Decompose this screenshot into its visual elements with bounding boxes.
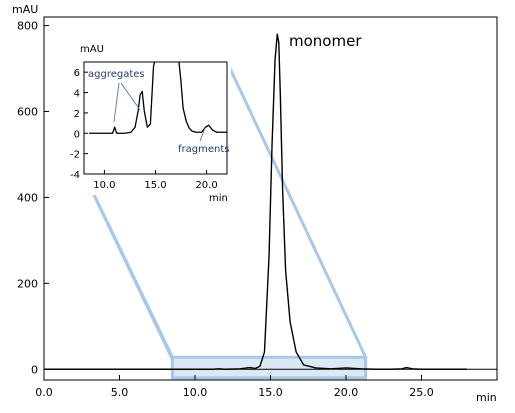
inset-y-tick-label: -2 [70,150,80,161]
zoom-layer [82,61,368,380]
y-axis-unit: mAU [12,3,38,16]
aggregates-pointer-2 [120,82,141,111]
zoom-connector-right-line [225,61,367,358]
inset-x-tick-label: 20.0 [195,180,217,191]
x-tick-label: 10.0 [183,386,208,399]
main-series-group [44,33,467,370]
inset-y-tick-label: 4 [74,89,80,100]
inset-background [66,40,231,195]
x-tick-label: 20.0 [334,386,359,399]
inset-series-group [89,62,227,134]
x-tick-label: 15.0 [258,386,283,399]
x-axis-unit: min [476,391,497,404]
main-ticks: 0.0 5.0 10.0 15.0 20.0 25.0 0 200 400 600 800 [17,20,497,399]
inset-y-tick-label: 6 [74,68,80,79]
y-tick-label: 200 [17,277,38,290]
monomer-annotation: monomer [289,32,362,50]
fragments-annotation: fragments [178,144,229,155]
y-tick-label: 0 [31,363,38,376]
inset-x-tick-label: 10.0 [93,180,115,191]
y-tick-label: 600 [17,106,38,119]
inset-chromatogram-line [89,62,227,134]
x-tick-label: 0.0 [35,386,53,399]
zoom-connector-left-line [82,173,174,358]
inset-y-axis-unit: mAU [80,44,104,55]
x-tick-label: 25.0 [409,386,434,399]
x-tick-label: 5.0 [111,386,129,399]
inset-x-tick-label: 15.0 [144,180,166,191]
inset-y-tick-label: 0 [74,129,80,140]
aggregates-pointer-1 [113,82,120,123]
y-tick-label: 800 [17,20,38,33]
inset-y-tick-label: 2 [74,109,80,120]
main-chromatogram-line [44,33,467,370]
aggregates-annotation: aggregates [88,69,145,80]
zoom-region-highlight [170,355,368,380]
y-tick-label: 400 [17,191,38,204]
inset-ticks: 10.0 15.0 20.0 -4 -2 0 2 4 6 [70,68,218,191]
inset-x-axis-unit: min [209,193,228,204]
fragments-pointer [199,127,206,142]
inset-y-tick-label: -4 [70,170,80,181]
